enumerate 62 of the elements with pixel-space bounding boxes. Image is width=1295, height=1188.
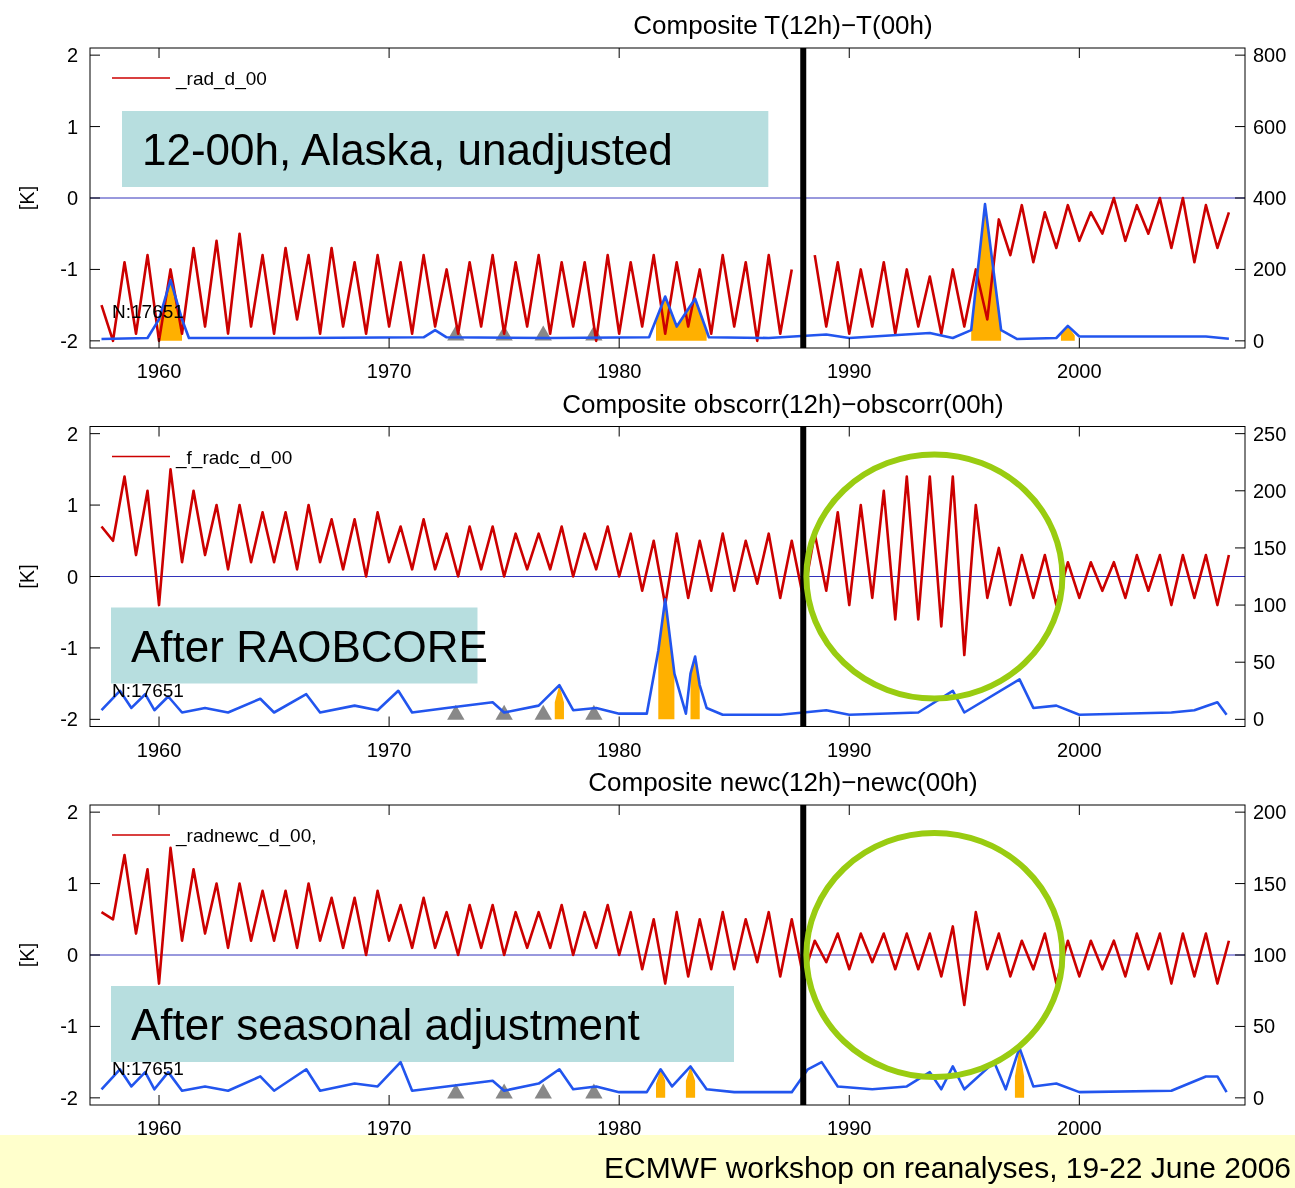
y2-tick-label: 600 [1253,115,1287,138]
y2-tick-label: 50 [1253,651,1276,674]
x-tick-label: 1990 [827,360,872,382]
y2-tick-label: 200 [1253,479,1287,502]
text: ECMWF workshop on reanalyses, 19-22 June 2006 [603,1151,1291,1184]
y2-tick-label: 0 [1253,329,1265,352]
annotation: N:17651 [112,1058,184,1079]
legend-label: _radnewc_d_00, [175,825,317,847]
y-tick-label: 0 [66,565,78,588]
annotation: 12-00h, Alaska, unadjusted [142,125,673,174]
y2-tick-label: 150 [1253,536,1287,559]
chart-title: Composite obscorr(12h)−obscorr(00h) [562,388,1004,419]
x-tick-label: 1980 [596,360,642,382]
y-tick-label: 2 [66,801,78,824]
chart-title: Composite T(12h)−T(00h) [633,10,933,40]
y-axis-title: [K] [16,185,38,211]
x-tick-label: 1960 [136,360,182,382]
y-tick-label: -2 [60,708,78,731]
annotation: N:17651 [112,679,184,701]
y-axis-title: [K] [16,942,38,968]
y-tick-label: 1 [66,115,78,138]
y-tick-label: -1 [60,636,78,659]
x-tick-label: 1990 [827,1117,872,1139]
chart-title: Composite newc(12h)−newc(00h) [588,767,978,797]
y-tick-label: -1 [60,1015,78,1038]
y-tick-label: 2 [66,44,78,67]
x-tick-label: 1960 [136,738,182,761]
y-axis-title: [K] [16,564,38,589]
annotation: After seasonal adjustment [131,1000,640,1049]
y2-tick-label: 200 [1253,801,1287,824]
y2-tick-label: 800 [1253,44,1287,67]
x-tick-label: 1970 [366,738,412,761]
y2-tick-label: 200 [1253,258,1287,281]
y-tick-label: -2 [60,329,78,352]
y2-tick-label: 50 [1253,1015,1276,1038]
y2-tick-label: 100 [1253,944,1287,966]
y2-tick-label: 100 [1253,594,1287,617]
x-tick-label: 1970 [366,360,412,382]
x-tick-label: 2000 [1057,360,1102,382]
annotation: After RAOBCORE [131,621,488,671]
y2-tick-label: 400 [1253,187,1287,209]
x-tick-label: 2000 [1057,738,1102,761]
y-tick-label: 2 [66,422,78,445]
y2-tick-label: 150 [1253,872,1287,895]
x-tick-label: 2000 [1057,1117,1102,1139]
x-tick-label: 1970 [366,1117,412,1139]
y-tick-label: 1 [66,872,78,895]
x-tick-label: 1980 [596,738,642,761]
y-tick-label: 1 [66,494,78,517]
y-tick-label: 0 [66,944,78,966]
x-tick-label: 1990 [827,738,872,761]
y-tick-label: 0 [66,187,78,209]
y-tick-label: -1 [60,258,78,281]
legend-label: _f_radc_d_00 [175,446,293,469]
x-tick-label: 1960 [136,1117,182,1139]
y2-tick-label: 250 [1253,422,1287,445]
legend-label: _rad_d_00 [175,68,267,90]
y2-tick-label: 0 [1253,708,1265,731]
y2-tick-label: 0 [1253,1086,1265,1109]
y-tick-label: -2 [60,1086,78,1109]
line-series [100,846,1231,1007]
x-tick-label: 1980 [596,1117,642,1139]
